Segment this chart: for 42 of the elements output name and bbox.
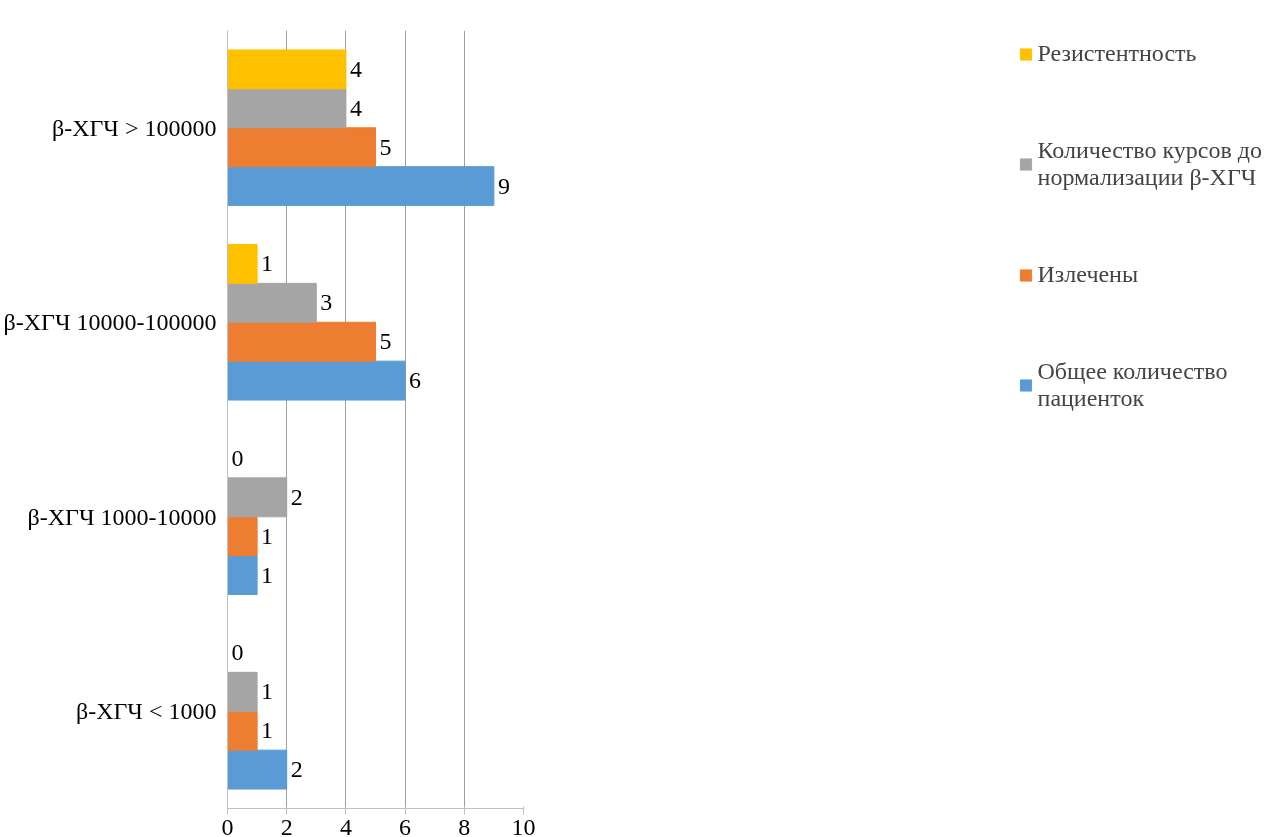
data-label: 1 <box>261 561 274 588</box>
data-label: 2 <box>290 756 303 783</box>
x-tick-label: 0 <box>221 813 234 837</box>
legend-label: Излечены <box>1037 261 1139 288</box>
bar <box>227 516 258 557</box>
bar <box>227 127 376 168</box>
bar <box>227 88 347 129</box>
bar <box>227 710 258 751</box>
data-label: 0 <box>231 639 244 666</box>
x-tick-label: 6 <box>399 813 412 837</box>
bar <box>227 555 258 596</box>
x-tick-label: 8 <box>458 813 471 837</box>
data-label: 6 <box>409 367 422 394</box>
data-label: 1 <box>261 522 274 549</box>
y-tick-label: β-ХГЧ 10000-100000 <box>3 309 217 336</box>
bar <box>227 360 406 401</box>
bar <box>227 49 347 90</box>
data-label: 5 <box>379 328 392 355</box>
data-label: 1 <box>261 250 274 277</box>
data-label: 1 <box>261 678 274 705</box>
y-tick-label: β-ХГЧ < 1000 <box>75 698 217 725</box>
data-label: 9 <box>497 172 510 199</box>
data-label: 3 <box>320 289 333 316</box>
bar <box>227 166 495 207</box>
data-label: 4 <box>349 55 362 82</box>
data-label: 0 <box>231 444 244 471</box>
data-label: 5 <box>379 133 392 160</box>
data-label: 1 <box>261 717 274 744</box>
bar <box>227 749 288 790</box>
legend-label: Количество курсов до нормализации β-ХГЧ <box>1037 137 1262 191</box>
data-label: 4 <box>349 94 362 121</box>
bar <box>227 243 258 284</box>
x-tick-label: 4 <box>339 813 352 837</box>
x-tick-label: 2 <box>280 813 293 837</box>
legend-label: Резистентность <box>1037 40 1197 67</box>
data-label: 2 <box>290 483 303 510</box>
y-tick-label: β-ХГЧ > 100000 <box>51 114 217 141</box>
y-tick-label: β-ХГЧ 1000-10000 <box>27 503 217 530</box>
bar <box>227 321 376 362</box>
x-tick-label: 10 <box>511 813 536 837</box>
bar <box>227 671 258 712</box>
legend-label: Общее количество пациенток <box>1037 358 1228 412</box>
